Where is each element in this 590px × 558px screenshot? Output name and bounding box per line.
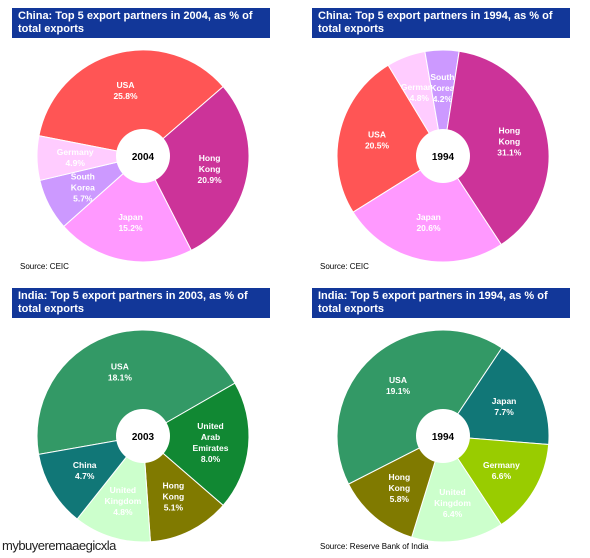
center-year-label: 1994 <box>432 152 455 163</box>
pie-slice <box>352 155 502 262</box>
slice-label: Hong Kong 5.1% <box>163 481 185 513</box>
donut-hole <box>416 129 470 183</box>
center-year-label: 1994 <box>432 432 455 443</box>
slice-label: Hong Kong 31.1% <box>497 126 522 158</box>
chart-source: Source: CEIC <box>20 262 69 271</box>
slice-label: Japan 7.7% <box>492 396 517 417</box>
chart-title: China: Top 5 export partners in 1994, as… <box>312 8 570 38</box>
pie-slice <box>347 435 444 538</box>
chart-title: India: Top 5 export partners in 1994, as… <box>312 288 570 318</box>
donut-chart-india-2003: USA 18.1% United Arab Emirates 8.0% Hong Kong 5.… <box>36 329 250 542</box>
chart-source: Source: CEIC <box>320 262 369 271</box>
chart-panel-india-2003: India: Top 5 export partners in 2003, as… <box>12 288 284 558</box>
pie-slice <box>142 85 250 252</box>
donut-chart-india-1994: USA 19.1% Japan 7.7% Germany 6.6% United Kingdo… <box>336 329 550 542</box>
chart-panel-china-2004: China: Top 5 export partners in 2004, as… <box>12 8 284 278</box>
slice-label: United Kingdom 6.4% <box>434 487 471 519</box>
slice-label: Hong Kong 20.9% <box>198 153 223 185</box>
slice-label: USA 19.1% <box>386 375 411 396</box>
donut-hole <box>416 409 470 463</box>
slice-label: South Korea 4.2% <box>430 72 454 104</box>
pie-slice <box>38 435 145 520</box>
pie-slice <box>442 435 550 526</box>
pie-slice <box>76 434 151 542</box>
chart-title: China: Top 5 export partners in 2004, as… <box>12 8 270 38</box>
center-year-label: 2003 <box>132 432 155 443</box>
donut-chart-china-1994: USA 20.5% Germany 4.8%South Korea 4.2% Hong Kon… <box>336 49 550 262</box>
slice-label: USA 25.8% <box>113 80 138 101</box>
slice-label: China 4.7% <box>73 460 97 481</box>
pie-slice <box>411 434 502 542</box>
chart-title: India: Top 5 export partners in 2003, as… <box>12 288 270 318</box>
pie-slice <box>336 329 503 485</box>
slice-label: South Korea 5.7% <box>71 171 95 203</box>
pie-slice <box>142 434 224 542</box>
slice-label: Hong Kong 5.8% <box>388 472 410 504</box>
chart-panel-china-1994: China: Top 5 export partners in 1994, as… <box>312 8 584 278</box>
watermark-text: mybuyeremaaegicxla <box>2 538 116 553</box>
donut-hole <box>116 129 170 183</box>
chart-panel-india-1994: India: Top 5 export partners in 1994, as… <box>312 288 584 558</box>
donut-chart-china-2004: USA 25.8% Hong Kong 20.9% Japan 15.2% South Kore… <box>36 49 250 262</box>
slice-label: Germany 4.9% <box>57 147 94 168</box>
pie-slice <box>442 347 550 445</box>
center-year-label: 2004 <box>132 152 155 163</box>
slice-label: United Arab Emirates 8.0% <box>193 421 229 464</box>
slice-label: Japan 15.2% <box>118 212 143 233</box>
pie-slice <box>142 382 250 507</box>
slice-label: Germany 4.8% <box>401 82 438 103</box>
pie-slice <box>38 49 224 157</box>
slice-label: USA 20.5% <box>365 130 390 151</box>
pie-slice <box>336 64 444 213</box>
slice-label: Japan 20.6% <box>416 212 441 233</box>
pie-slice <box>36 329 236 455</box>
chart-source: Source: Reserve Bank of India <box>320 542 429 551</box>
slice-label: Germany 6.6% <box>483 460 520 481</box>
slice-label: United Kingdom 4.8% <box>104 485 141 517</box>
slice-label: USA 18.1% <box>108 362 133 383</box>
pie-slice <box>63 155 192 262</box>
donut-hole <box>116 409 170 463</box>
pie-slice <box>36 135 144 182</box>
